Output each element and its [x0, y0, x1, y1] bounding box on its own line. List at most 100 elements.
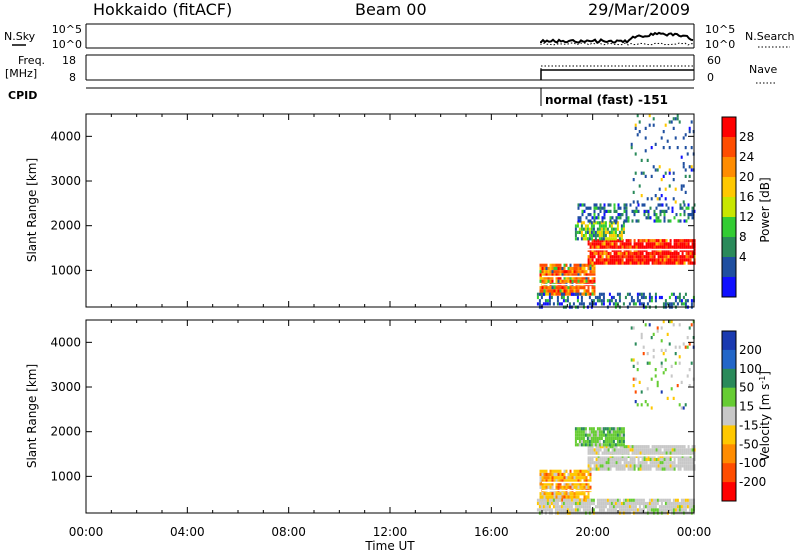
range-cell — [623, 251, 626, 256]
range-cell — [549, 485, 552, 489]
range-cell — [650, 505, 653, 509]
range-cell — [611, 445, 614, 449]
range-cell — [670, 505, 673, 509]
range-cell — [644, 174, 647, 178]
range-cell — [674, 345, 677, 349]
range-cell — [595, 251, 598, 256]
range-cell — [693, 248, 696, 252]
nsearch-tick-top: 10^5 — [705, 23, 735, 36]
range-cell — [635, 448, 638, 452]
range-cell — [631, 451, 634, 455]
range-cell — [560, 508, 563, 512]
range-cell — [618, 498, 621, 502]
range-cell — [587, 457, 590, 462]
range-cell — [688, 165, 691, 169]
range-cell — [673, 445, 676, 449]
range-cell — [611, 258, 614, 262]
range-cell — [640, 336, 643, 340]
range-cell — [613, 451, 616, 455]
range-cell — [547, 266, 550, 271]
range-cell — [606, 299, 609, 303]
range-cell — [658, 295, 661, 300]
range-cell — [546, 508, 549, 512]
range-cell — [607, 461, 610, 465]
range-cell — [627, 461, 630, 465]
range-cell — [632, 498, 635, 502]
range-cell — [543, 270, 546, 274]
range-cell — [560, 302, 563, 306]
velocity-frame — [85, 319, 695, 514]
range-cell — [654, 168, 657, 172]
range-cell — [620, 436, 623, 440]
range-cell — [596, 427, 599, 431]
range-cell — [591, 289, 594, 293]
range-cell — [585, 482, 588, 486]
range-cell — [579, 485, 582, 489]
range-cell — [561, 286, 564, 290]
range-cell — [683, 445, 686, 449]
range-cell — [589, 242, 592, 246]
range-cell — [581, 263, 584, 267]
range-cell — [569, 472, 572, 477]
range-cell — [687, 467, 690, 471]
range-cell — [684, 292, 687, 296]
range-cell — [616, 498, 619, 502]
range-cell — [618, 299, 621, 303]
range-cell — [674, 501, 677, 506]
range-cell — [561, 270, 564, 274]
range-cell — [573, 270, 576, 274]
range-cell — [621, 213, 624, 217]
range-cell — [571, 286, 574, 290]
range-cell — [687, 464, 690, 468]
range-cell — [663, 251, 666, 256]
range-cell — [634, 342, 637, 346]
range-cell — [670, 302, 673, 306]
range-cell — [612, 440, 615, 444]
range-cell — [683, 457, 686, 462]
range-cell — [536, 292, 539, 296]
range-cell — [656, 326, 659, 330]
range-cell — [623, 261, 626, 265]
range-cell — [562, 508, 565, 512]
range-cell — [610, 224, 613, 228]
range-cell — [599, 255, 602, 259]
range-cell — [659, 245, 662, 249]
range-cell — [610, 498, 613, 502]
range-cell — [609, 457, 612, 462]
range-cell — [611, 245, 614, 249]
range-cell — [693, 445, 696, 449]
range-cell — [689, 251, 692, 256]
range-cell — [671, 451, 674, 455]
range-cell — [672, 171, 675, 175]
range-cell — [603, 251, 606, 256]
range-cell — [645, 251, 648, 256]
range-cell — [605, 448, 608, 452]
range-cell — [545, 279, 548, 283]
range-cell — [603, 203, 606, 207]
range-cell — [645, 464, 648, 468]
range-cell — [593, 203, 596, 207]
range-cell — [543, 273, 546, 277]
range-cell — [645, 239, 648, 243]
range-cell — [620, 440, 623, 444]
range-cell — [631, 219, 634, 223]
range-cell — [615, 261, 618, 265]
range-cell — [635, 464, 638, 468]
range-cell — [565, 482, 568, 486]
range-cell — [681, 261, 684, 265]
range-cell — [577, 485, 580, 489]
range-cell — [632, 501, 635, 506]
colorbar-tick-label: -100 — [739, 456, 766, 470]
range-cell — [605, 255, 608, 259]
range-cell — [658, 165, 661, 169]
range-cell — [626, 501, 629, 506]
range-cell — [680, 380, 683, 384]
range-cell — [624, 501, 627, 506]
range-cell — [571, 270, 574, 274]
range-cell — [682, 200, 685, 204]
range-cell — [545, 273, 548, 277]
range-cell — [652, 117, 655, 121]
range-cell — [571, 279, 574, 283]
range-cell — [597, 258, 600, 262]
range-cell — [558, 505, 561, 509]
